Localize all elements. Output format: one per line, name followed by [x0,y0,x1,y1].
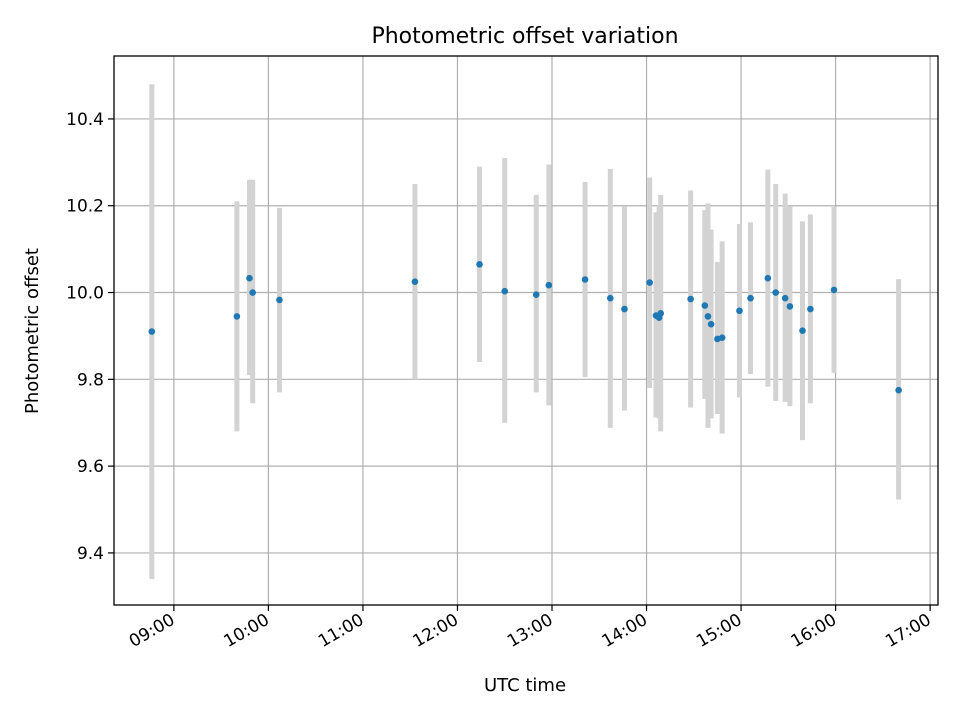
y-axis-ticks: 9.4 9.6 9.8 10.0 10.2 10.4 [66,110,114,564]
data-point [687,295,694,303]
data-point [148,328,156,335]
data-point [747,294,754,302]
data-point [718,334,726,341]
data-point [799,327,806,335]
chart-title: Photometric offset variation [371,24,678,49]
data-point [246,274,253,282]
data-point [411,278,419,285]
data-point [276,296,283,304]
data-point [606,294,614,302]
data-point [532,291,540,298]
y-tick-label: 9.6 [77,457,104,477]
data-point [704,313,712,320]
data-point [830,286,838,294]
data-point [807,305,814,313]
data-point [545,281,553,289]
data-point [249,289,256,296]
data-point [701,302,709,309]
x-axis-label: UTC time [484,675,566,696]
plot-frame [113,55,939,606]
data-point [476,261,483,268]
data-point [772,289,780,296]
y-tick-label: 10.0 [66,284,104,304]
y-tick-label: 10.4 [66,110,104,130]
data-point [501,287,509,295]
data-point [786,303,794,310]
y-axis-label: Photometric offset [22,248,43,414]
data-point [655,314,663,321]
data-point [581,276,589,283]
data-point [621,305,628,313]
data-point [764,274,772,282]
y-tick-label: 10.2 [66,197,104,217]
data-point [646,279,653,286]
data-points [148,261,902,394]
data-point [707,320,715,328]
data-point [781,294,789,302]
data-point [895,386,902,394]
data-point [233,313,241,320]
data-point [736,307,743,315]
y-tick-label: 9.4 [77,544,104,564]
y-tick-label: 9.8 [77,370,104,390]
